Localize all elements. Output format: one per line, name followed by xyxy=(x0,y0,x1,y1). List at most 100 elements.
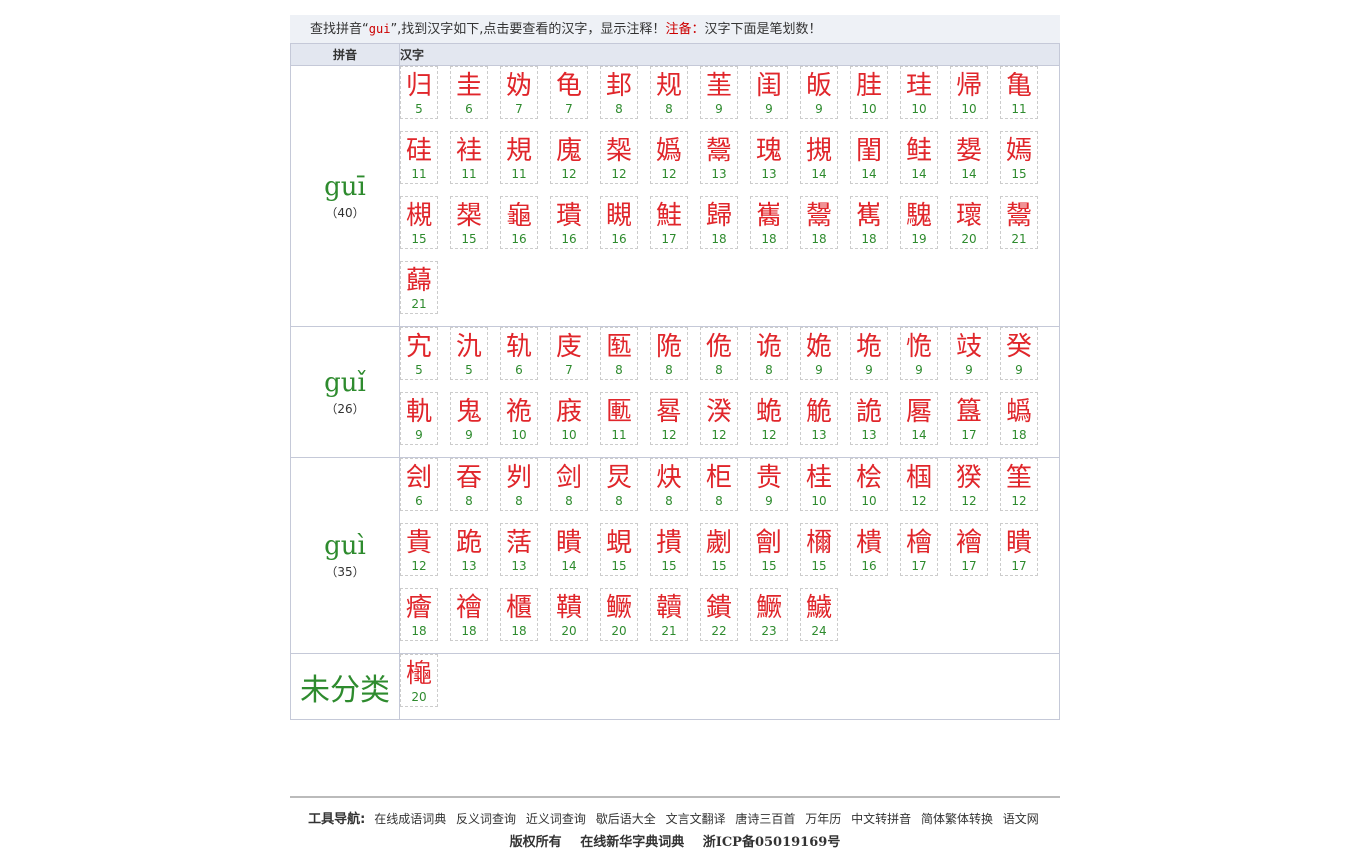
nav-link-antonym[interactable]: 反义词查询 xyxy=(456,812,517,826)
hanzi-link[interactable]: 珪 10 xyxy=(900,66,938,119)
hanzi-link[interactable]: 規 11 xyxy=(500,131,538,184)
nav-link-simp-trad[interactable]: 简体繁体转换 xyxy=(920,812,993,826)
hanzi-link[interactable]: 萿 13 xyxy=(500,523,538,576)
hanzi-link[interactable]: 騩 19 xyxy=(900,196,938,249)
hanzi-link[interactable]: 韥 21 xyxy=(650,588,688,641)
hanzi-link[interactable]: 晷 12 xyxy=(650,392,688,445)
hanzi-link[interactable]: 胿 10 xyxy=(850,66,888,119)
nav-link-synonym[interactable]: 近义词查询 xyxy=(525,812,586,826)
hanzi-link[interactable]: 詭 13 xyxy=(850,392,888,445)
hanzi-link[interactable]: 瓌 20 xyxy=(950,196,988,249)
hanzi-link[interactable]: 湀 12 xyxy=(700,392,738,445)
hanzi-link[interactable]: 襘 17 xyxy=(950,523,988,576)
hanzi-link[interactable]: 槼 15 xyxy=(450,196,488,249)
hanzi-link[interactable]: 筀 12 xyxy=(1000,458,1038,511)
hanzi-link[interactable]: 鱥 24 xyxy=(800,588,838,641)
hanzi-link[interactable]: 嶲 18 xyxy=(850,196,888,249)
hanzi-link[interactable]: 鲑 14 xyxy=(900,131,938,184)
hanzi-link[interactable]: 鬹 21 xyxy=(1000,196,1038,249)
hanzi-link[interactable]: 櫷 20 xyxy=(400,654,438,707)
hanzi-link[interactable]: 鳜 20 xyxy=(600,588,638,641)
hanzi-link[interactable]: 帰 10 xyxy=(950,66,988,119)
hanzi-link[interactable]: 鮭 17 xyxy=(650,196,688,249)
hanzi-link[interactable]: 鬶 13 xyxy=(700,131,738,184)
hanzi-link[interactable]: 桂 10 xyxy=(800,458,838,511)
nav-link-tang-poems[interactable]: 唐诗三百首 xyxy=(735,812,796,826)
hanzi-link[interactable]: 檷 15 xyxy=(800,523,838,576)
hanzi-link[interactable]: 瑰 13 xyxy=(750,131,788,184)
hanzi-link[interactable]: 閨 14 xyxy=(850,131,888,184)
nav-link-calendar[interactable]: 万年历 xyxy=(805,812,842,826)
hanzi-link[interactable]: 廆 12 xyxy=(550,131,588,184)
nav-link-xiehouyu[interactable]: 歇后语大全 xyxy=(595,812,656,826)
hanzi-link[interactable]: 禬 18 xyxy=(450,588,488,641)
nav-link-to-pinyin[interactable]: 中文转拼音 xyxy=(851,812,912,826)
hanzi-link[interactable]: 祪 10 xyxy=(500,392,538,445)
hanzi-link[interactable]: 櫃 18 xyxy=(500,588,538,641)
hanzi-link[interactable]: 瞶 14 xyxy=(550,523,588,576)
hanzi-link[interactable]: 巂 18 xyxy=(750,196,788,249)
hanzi-link[interactable]: 蘬 21 xyxy=(400,261,438,314)
hanzi-link[interactable]: 鐀 22 xyxy=(700,588,738,641)
hanzi-link[interactable]: 劊 15 xyxy=(750,523,788,576)
hanzi-link[interactable]: 劌 15 xyxy=(700,523,738,576)
hanzi-link[interactable]: 瞡 16 xyxy=(600,196,638,249)
hanzi-link[interactable]: 椢 12 xyxy=(900,458,938,511)
hanzi-link[interactable]: 椝 12 xyxy=(600,131,638,184)
hanzi-link[interactable]: 貴 12 xyxy=(400,523,438,576)
hanzi-link[interactable]: 蜆 15 xyxy=(600,523,638,576)
hanzi-link[interactable]: 猤 12 xyxy=(950,458,988,511)
hanzi-link[interactable]: 亀 11 xyxy=(1000,66,1038,119)
hanzi-link[interactable]: 蛫 12 xyxy=(750,392,788,445)
hanzi-link[interactable]: 鞼 20 xyxy=(550,588,588,641)
hanzi-link[interactable]: 桧 10 xyxy=(850,458,888,511)
hanzi-link[interactable]: 檜 17 xyxy=(900,523,938,576)
hanzi-link[interactable]: 厬 14 xyxy=(900,392,938,445)
hanzi-link[interactable]: 跪 13 xyxy=(450,523,488,576)
hanzi-link[interactable]: 蟡 18 xyxy=(1000,392,1038,445)
hanzi-link[interactable]: 嫣 15 xyxy=(1000,131,1038,184)
hanzi-link[interactable]: 癐 18 xyxy=(400,588,438,641)
hanzi-link[interactable]: 簋 17 xyxy=(950,392,988,445)
nav-link-yuwen[interactable]: 语文网 xyxy=(1002,812,1039,826)
hanzi-link[interactable]: 嫢 14 xyxy=(950,131,988,184)
hanzi-link[interactable]: 庪 10 xyxy=(550,392,588,445)
hanzi-link[interactable]: 硅 11 xyxy=(400,131,438,184)
hanzi-link[interactable]: 鬹 18 xyxy=(800,196,838,249)
hanzi-link[interactable]: 觤 13 xyxy=(800,392,838,445)
nav-link-classical-translate[interactable]: 文言文翻译 xyxy=(665,812,726,826)
hanzi-link[interactable]: 匭 11 xyxy=(600,392,638,445)
hanzi-link[interactable]: 槻 15 xyxy=(400,196,438,249)
hanzi-link[interactable]: 歸 18 xyxy=(700,196,738,249)
nav-link-idiom-dictionary[interactable]: 在线成语词典 xyxy=(374,812,447,826)
